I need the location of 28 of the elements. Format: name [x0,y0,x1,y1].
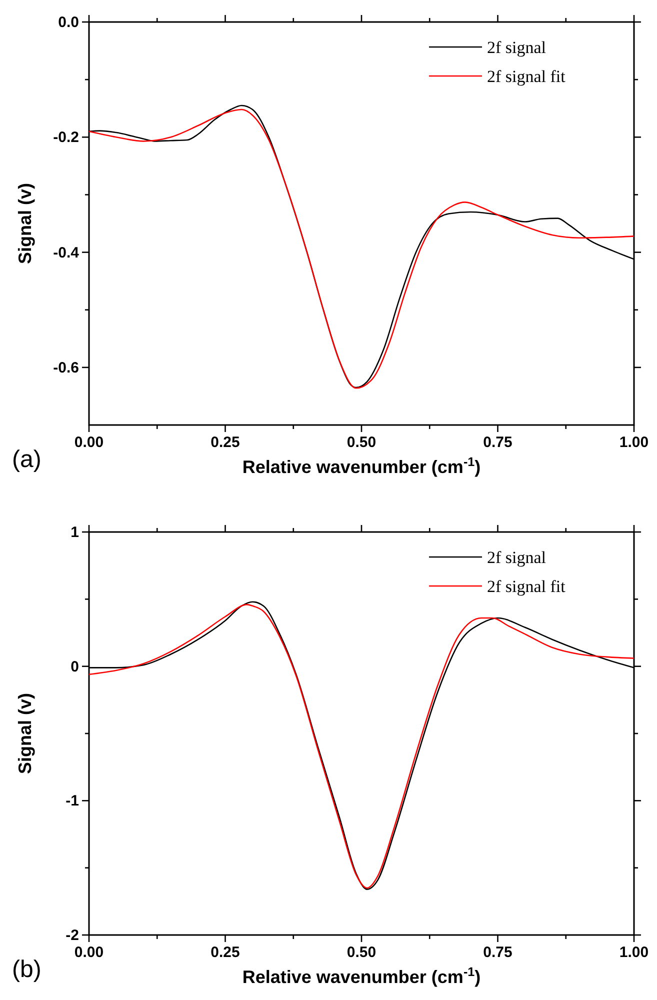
x-tick-label: 0.00 [74,434,104,451]
x-tick-label: 1.00 [619,434,649,451]
text: (b) [12,956,42,983]
x-tick-label: 0.00 [74,944,104,961]
x-tick-label: 0.25 [210,434,240,451]
y-tick-label: 0 [70,658,79,676]
legend-label: 2f signal fit [487,67,566,86]
text: (a) [12,446,42,473]
y-tick-label: -2 [66,927,79,944]
x-axis-title: Relative wavenumber (cm$^{-1}$) [242,455,481,477]
y-tick-label: -0.2 [53,129,79,146]
x-tick-label: 0.25 [210,944,240,961]
y-tick-label: -1 [66,792,79,810]
x-tick-label: 0.75 [483,944,512,961]
x-tick-label: 0.50 [346,944,376,961]
y-tick-label: -0.4 [53,244,80,262]
y-tick-label: -0.6 [53,359,79,376]
x-axis-title: Relative wavenumber (cm$^{-1}$) [242,965,481,987]
legend-label: 2f signal [487,38,546,57]
x-tick-label: 0.75 [483,434,512,451]
x-tick-label: 1.00 [619,944,649,961]
legend-label: 2f signal fit [487,577,566,596]
x-tick-label: 0.50 [346,434,376,451]
y-axis-title: Signal (v) [15,182,35,264]
legend-label: 2f signal [487,548,546,567]
y-tick-label: 0.0 [58,14,79,31]
y-tick-label: 1 [70,524,79,541]
y-axis-title: Signal (v) [15,692,35,774]
